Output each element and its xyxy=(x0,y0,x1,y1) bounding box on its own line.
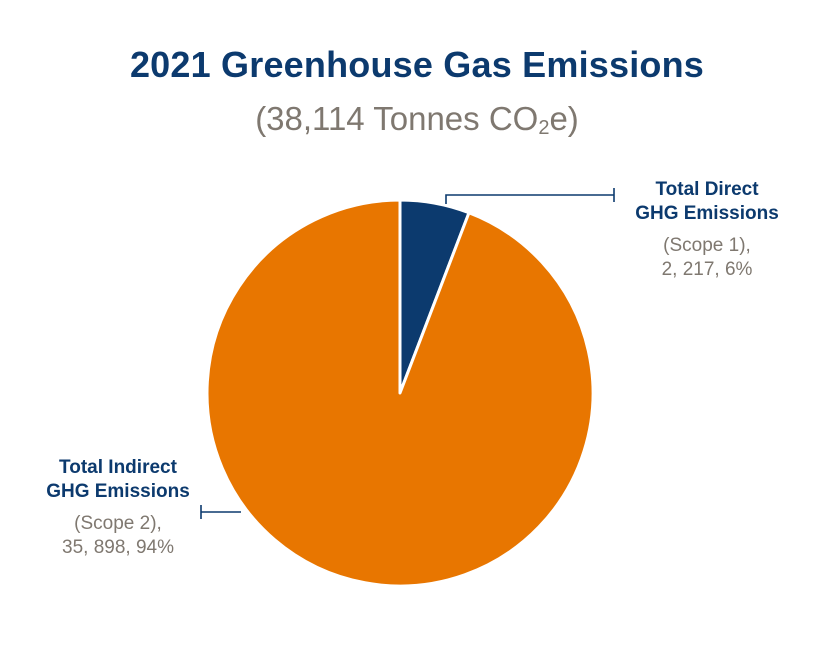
pie-slices xyxy=(205,198,595,588)
subtitle-subscript: 2 xyxy=(538,117,550,139)
slice-name-indirect-line1: Total Indirect xyxy=(59,457,177,478)
slice-detail-indirect-line1: (Scope 2), xyxy=(74,513,162,534)
slice-label-direct: Total Direct GHG Emissions (Scope 1), 2,… xyxy=(612,178,802,282)
slice-name-direct: Total Direct GHG Emissions xyxy=(612,178,802,226)
subtitle-prefix: (38,114 Tonnes CO xyxy=(255,100,539,137)
subtitle-suffix: e) xyxy=(549,100,579,137)
chart-subtitle: (38,114 Tonnes CO2e) xyxy=(0,100,834,140)
slice-detail-indirect-line2: 35, 898, 94% xyxy=(62,537,174,558)
slice-name-direct-line2: GHG Emissions xyxy=(635,203,779,224)
slice-name-indirect-line2: GHG Emissions xyxy=(46,481,190,502)
slice-detail-direct: (Scope 1), 2, 217, 6% xyxy=(612,234,802,282)
leader-line-indirect xyxy=(200,505,241,519)
slice-name-indirect: Total Indirect GHG Emissions xyxy=(28,456,208,504)
chart-title: 2021 Greenhouse Gas Emissions xyxy=(129,44,705,85)
slice-detail-direct-line2: 2, 217, 6% xyxy=(661,259,753,280)
slice-name-direct-line1: Total Direct xyxy=(655,179,759,200)
pie-slice-indirect xyxy=(205,198,595,588)
slice-detail-indirect: (Scope 2), 35, 898, 94% xyxy=(28,512,208,560)
leader-line-direct xyxy=(445,188,615,204)
slice-label-indirect: Total Indirect GHG Emissions (Scope 2), … xyxy=(28,456,208,560)
slice-detail-direct-line1: (Scope 1), xyxy=(663,235,751,256)
